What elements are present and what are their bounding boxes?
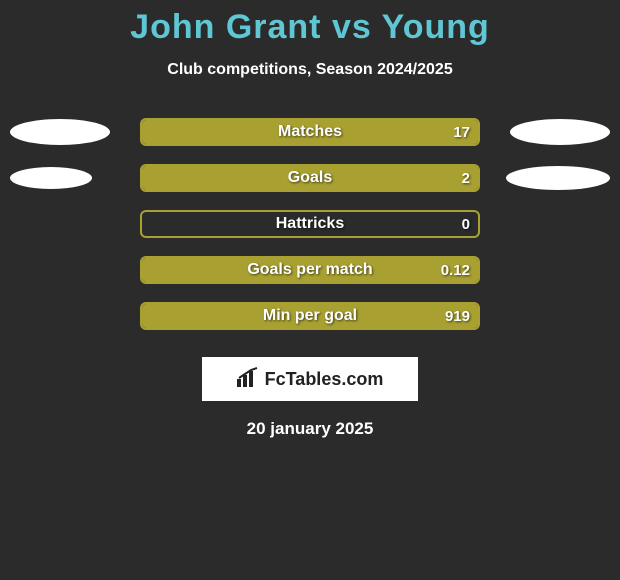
attribution-logo[interactable]: FcTables.com [202, 357, 418, 401]
stat-label: Hattricks [142, 212, 478, 236]
bar-chart-icon [237, 367, 259, 392]
stat-bar-fill [142, 120, 478, 144]
comparison-widget: John Grant vs Young Club competitions, S… [0, 0, 620, 439]
stat-row: Min per goal919 [0, 293, 620, 339]
stat-bar: Goals per match0.12 [140, 256, 480, 284]
logo-text: FcTables.com [265, 369, 384, 390]
stat-row: Goals per match0.12 [0, 247, 620, 293]
subtitle: Club competitions, Season 2024/2025 [0, 61, 620, 79]
stat-bar: Goals2 [140, 164, 480, 192]
stat-bar: Matches17 [140, 118, 480, 146]
stat-bar-fill [142, 304, 478, 328]
stat-bar-fill [142, 166, 478, 190]
decorative-ellipse [10, 167, 92, 189]
decorative-ellipse [506, 166, 610, 190]
stat-bar: Hattricks0 [140, 210, 480, 238]
stat-bar-fill [142, 258, 478, 282]
stat-value: 0 [462, 212, 470, 236]
decorative-ellipse [10, 119, 110, 145]
stat-bar: Min per goal919 [140, 302, 480, 330]
stat-row: Hattricks0 [0, 201, 620, 247]
decorative-ellipse [510, 119, 610, 145]
snapshot-date: 20 january 2025 [0, 419, 620, 439]
page-title: John Grant vs Young [0, 8, 620, 47]
stats-rows: Matches17 Goals2 Hattricks0 Goals per match… [0, 109, 620, 339]
